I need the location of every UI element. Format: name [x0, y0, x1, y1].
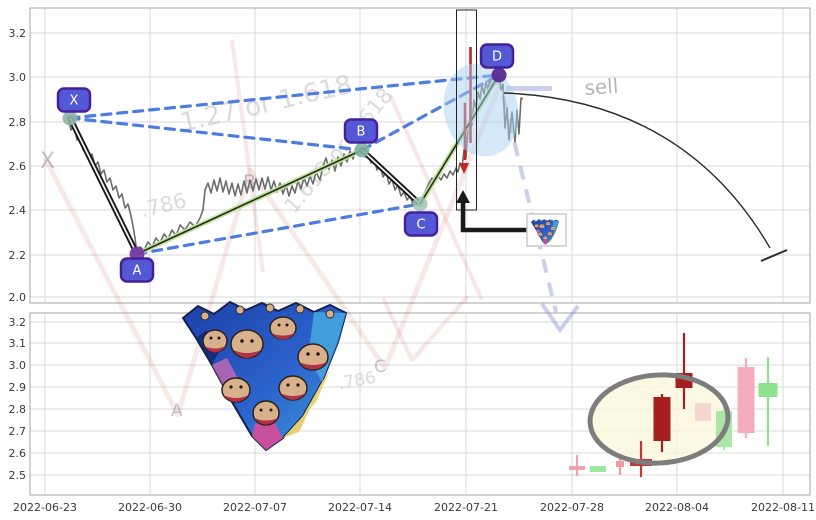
pattern-leg-bc-core [361, 149, 421, 205]
x-tick-label: 2022-07-07 [223, 501, 287, 514]
x-tick-label: 2022-08-04 [645, 501, 709, 514]
y-tick-label: 2.6 [9, 447, 27, 460]
candle [590, 466, 606, 472]
dashed-line-ac [135, 202, 422, 256]
highlight-ellipse-stroke [587, 372, 731, 466]
candle-body [758, 383, 778, 397]
point-letter-x: X [70, 94, 79, 109]
point-label-b[interactable] [343, 118, 379, 144]
y-tick-label: 2.5 [9, 469, 27, 482]
elbow-arrow-head [456, 190, 470, 203]
candle-body [695, 403, 711, 421]
candle-body [590, 466, 606, 472]
candle-body [653, 397, 671, 441]
point-dot-x[interactable] [62, 110, 78, 126]
x-tick-label: 2022-06-23 [13, 501, 77, 514]
watermark-letter-x: X [40, 149, 55, 174]
panel-spine [29, 312, 811, 496]
y-tick-label: 2.8 [9, 116, 27, 129]
x-tick-label: 2022-07-21 [434, 501, 498, 514]
point-label-x[interactable] [56, 87, 92, 113]
point-label-d[interactable] [479, 43, 515, 69]
point-letter-a: A [133, 264, 142, 279]
projection-arc [503, 92, 771, 249]
candle [653, 394, 671, 452]
highlight-ellipse-top [443, 63, 519, 157]
y-tick-label: 2.8 [9, 403, 27, 416]
pattern-leg-ab-core [136, 149, 363, 255]
point-dot-d[interactable] [491, 67, 507, 83]
y-tick-label: 2.9 [9, 381, 27, 394]
y-tick-label: 2.2 [9, 249, 27, 262]
point-dot-c[interactable] [412, 196, 428, 212]
top-panel-plot-area[interactable] [30, 8, 810, 303]
point-letter-b: B [357, 125, 366, 140]
candle-body [616, 461, 624, 467]
candle-body [737, 367, 755, 433]
y-tick-label: 3.0 [9, 71, 27, 84]
candle [569, 455, 585, 476]
candle [737, 358, 755, 438]
watermark-letter-a: A [171, 401, 183, 421]
x-tick-label: 2022-06-30 [118, 501, 182, 514]
y-tick-label: 3.0 [9, 359, 27, 372]
candle [616, 458, 624, 475]
watermark-sell-label: sell [584, 74, 619, 100]
y-tick-label: 3.2 [9, 27, 27, 40]
y-tick-label: 2.0 [9, 291, 27, 304]
x-tick-label: 2022-07-14 [328, 501, 392, 514]
y-tick-label: 2.4 [9, 204, 27, 217]
candle-body [569, 466, 585, 470]
y-tick-label: 2.7 [9, 425, 27, 438]
point-label-c[interactable] [403, 211, 439, 237]
x-tick-label: 2022-07-28 [540, 501, 604, 514]
series-layer [67, 47, 778, 477]
dashed-line-xd [68, 73, 501, 120]
y-tick-label: 3.1 [9, 337, 27, 350]
axis-tick-layer: 3.2 3.0 2.8 2.6 2.4 2.2 2.0 3.2 3.1 3.0 2.9 2.8 2.7 2… [9, 27, 815, 514]
point-label-a[interactable] [119, 257, 155, 283]
red-down-arrow-icon [459, 163, 469, 174]
point-letter-d: D [492, 50, 502, 65]
highlight-rect [456, 9, 477, 211]
y-tick-label: 3.2 [9, 316, 27, 329]
point-letter-c: C [416, 218, 425, 233]
point-dot-b[interactable] [354, 142, 370, 158]
projection-arc-end-tick [760, 249, 788, 262]
dashed-line-xb [68, 116, 364, 152]
candle [695, 403, 711, 421]
panel-spine [29, 7, 811, 304]
pattern-leg-xa-core [69, 117, 138, 255]
candle [758, 357, 778, 446]
elbow-arrow [460, 200, 527, 233]
harmonic-marker-layer: X A B C D [56, 43, 515, 283]
x-tick-label: 2022-08-11 [751, 501, 815, 514]
y-tick-label: 2.6 [9, 160, 27, 173]
watermark-letter-c: C [374, 357, 386, 377]
